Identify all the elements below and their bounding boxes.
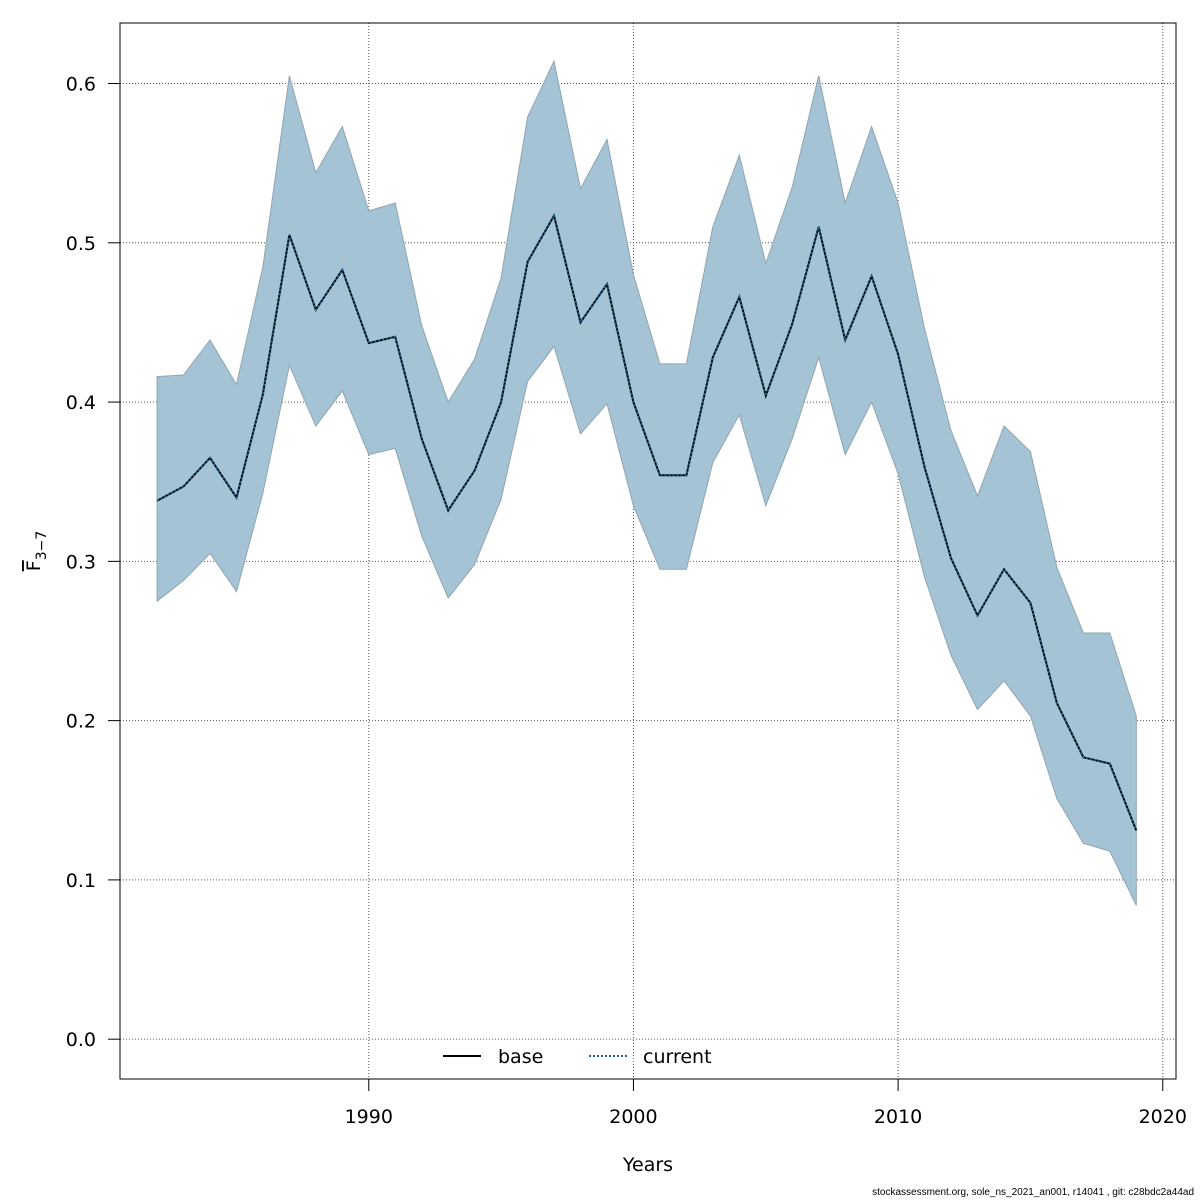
confidence-band-area: [156, 59, 1137, 906]
series-line-current: [156, 213, 1138, 831]
x-tick-label: 2010: [874, 1106, 922, 1128]
y-axis: 0.0 0.1 0.2 0.3 0.4 0.5 0.6: [66, 74, 120, 1051]
y-tick-label: 0.4: [66, 392, 96, 414]
x-axis-title: Years: [622, 1154, 673, 1176]
y-tick-label: 0.6: [66, 74, 96, 96]
y-axis-title: F3−7: [23, 531, 50, 571]
x-tick-label: 1990: [345, 1106, 393, 1128]
y-tick-label: 0.2: [66, 711, 96, 733]
legend-label-current: current: [643, 1046, 712, 1068]
y-tick-label: 0.5: [66, 233, 96, 255]
x-axis: 1990 2000 2010 2020: [345, 1079, 1187, 1128]
legend: base current: [443, 1046, 712, 1068]
y-axis-title-subscript: 3−7: [34, 531, 50, 561]
x-tick-label: 2000: [609, 1106, 657, 1128]
legend-label-base: base: [498, 1046, 543, 1068]
series-lines: [156, 213, 1138, 831]
y-tick-label: 0.3: [66, 551, 96, 573]
y-tick-label: 0.1: [66, 870, 96, 892]
x-tick-label: 2020: [1139, 1106, 1187, 1128]
y-tick-label: 0.0: [66, 1029, 96, 1051]
confidence-band: [156, 59, 1137, 906]
footer-caption: stockassessment.org, sole_ns_2021_an001,…: [872, 1187, 1194, 1198]
plot-frame: [119, 22, 1177, 1080]
y-axis-title-main: F: [23, 560, 45, 571]
